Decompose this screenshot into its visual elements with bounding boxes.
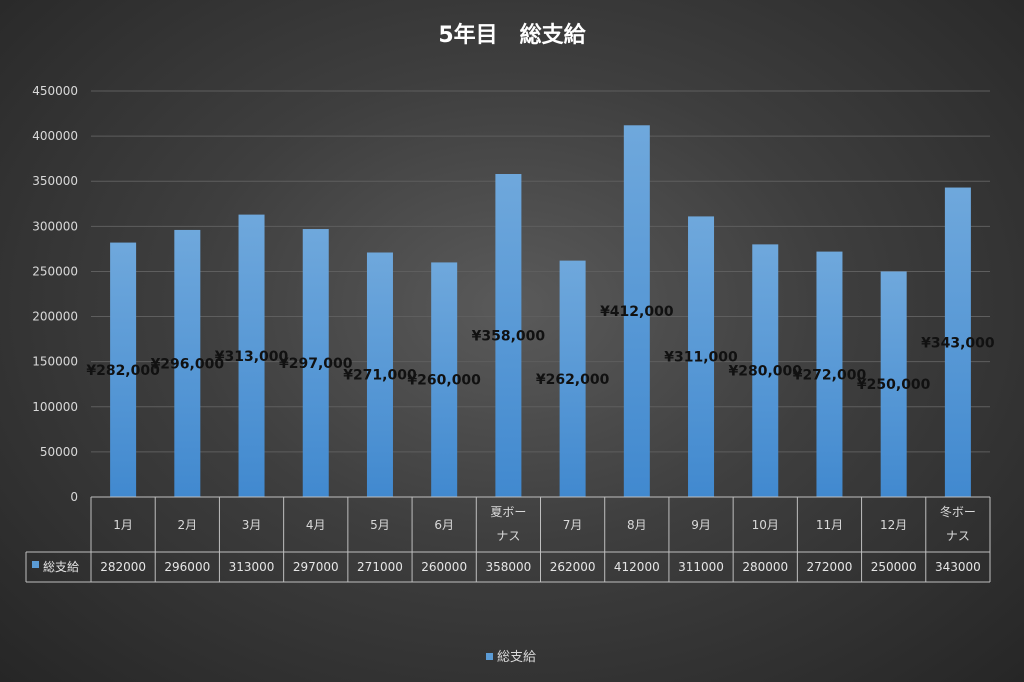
table-value-cell: 271000: [357, 560, 403, 574]
data-label: ¥296,000: [151, 356, 225, 372]
x-tick-label: 8月: [627, 518, 647, 532]
data-label: ¥412,000: [600, 304, 674, 320]
data-label: ¥262,000: [536, 372, 610, 388]
gridlines: [91, 90, 990, 453]
data-label: ¥358,000: [472, 329, 546, 345]
table-value-cell: 262000: [550, 560, 596, 574]
x-tick-label: 7月: [563, 518, 583, 532]
table-value-cell: 343000: [935, 560, 981, 574]
bar: [431, 262, 458, 497]
data-label: ¥272,000: [793, 367, 867, 383]
table-value-cell: 260000: [421, 560, 467, 574]
table-value-cell: 272000: [807, 560, 853, 574]
x-tick-label: 夏ボー: [490, 505, 526, 519]
x-tick-label: 5月: [370, 518, 390, 532]
y-tick-label: 300000: [32, 219, 78, 233]
table-value-cell: 358000: [485, 560, 531, 574]
bar: [559, 260, 586, 497]
x-tick-label: ナス: [946, 529, 970, 543]
bar: [302, 229, 329, 498]
x-tick-label: 3月: [242, 518, 262, 532]
y-tick-label: 400000: [32, 129, 78, 143]
bar: [944, 187, 971, 497]
data-label: ¥343,000: [921, 335, 995, 351]
x-tick-label: 9月: [691, 518, 711, 532]
data-labels: ¥282,000¥296,000¥313,000¥297,000¥271,000…: [86, 304, 995, 393]
bars: [110, 125, 971, 498]
bar: [752, 244, 779, 497]
x-tick-label: 6月: [434, 518, 454, 532]
x-tick-label: 2月: [178, 518, 198, 532]
table-value-cell: 297000: [293, 560, 339, 574]
bar: [495, 174, 522, 497]
table-value-cell: 282000: [100, 560, 146, 574]
y-tick-label: 250000: [32, 264, 78, 278]
x-tick-label: 10月: [752, 518, 779, 532]
bar: [688, 216, 715, 498]
data-label: ¥282,000: [86, 363, 160, 379]
table-series-name: 総支給: [43, 560, 79, 574]
legend-swatch: [486, 653, 493, 660]
data-label: ¥280,000: [728, 364, 802, 380]
legend: 総支給: [486, 650, 536, 665]
table-value-cell: 313000: [229, 560, 275, 574]
table-value-cell: 296000: [164, 560, 210, 574]
data-label: ¥313,000: [215, 349, 289, 365]
x-tick-label: 11月: [816, 518, 843, 532]
bar: [880, 271, 907, 497]
data-label: ¥297,000: [279, 356, 353, 372]
bar: [366, 252, 393, 497]
y-tick-label: 350000: [32, 174, 78, 188]
y-tick-label: 100000: [32, 400, 78, 414]
table-value-cell: 412000: [614, 560, 660, 574]
data-label: ¥260,000: [407, 373, 481, 389]
table-value-cell: 250000: [871, 560, 917, 574]
data-label: ¥250,000: [857, 377, 931, 393]
table-value-cell: 311000: [678, 560, 724, 574]
bar: [623, 125, 650, 497]
y-tick-label: 150000: [32, 355, 78, 369]
x-tick-label: ナス: [496, 529, 520, 543]
y-tick-label: 0: [70, 490, 78, 504]
x-tick-label: 12月: [880, 518, 907, 532]
y-tick-label: 50000: [40, 445, 78, 459]
table-value-cell: 280000: [742, 560, 788, 574]
x-tick-label: 1月: [113, 518, 133, 532]
bar: [110, 242, 137, 497]
data-label: ¥271,000: [343, 368, 417, 384]
bar: [174, 229, 201, 498]
table-legend-swatch: [32, 561, 39, 568]
y-tick-label: 200000: [32, 310, 78, 324]
y-tick-label: 450000: [32, 84, 78, 98]
chart-title: 5年目 総支給: [438, 22, 586, 48]
bar: [238, 214, 265, 498]
legend-label: 総支給: [497, 650, 536, 665]
x-tick-label: 4月: [306, 518, 326, 532]
y-axis-ticks: 0 50000 100000 150000 200000 250000 300000 3500…: [32, 84, 78, 504]
data-label: ¥311,000: [664, 350, 738, 366]
x-tick-label: 冬ボー: [940, 504, 976, 519]
bar: [816, 251, 843, 497]
